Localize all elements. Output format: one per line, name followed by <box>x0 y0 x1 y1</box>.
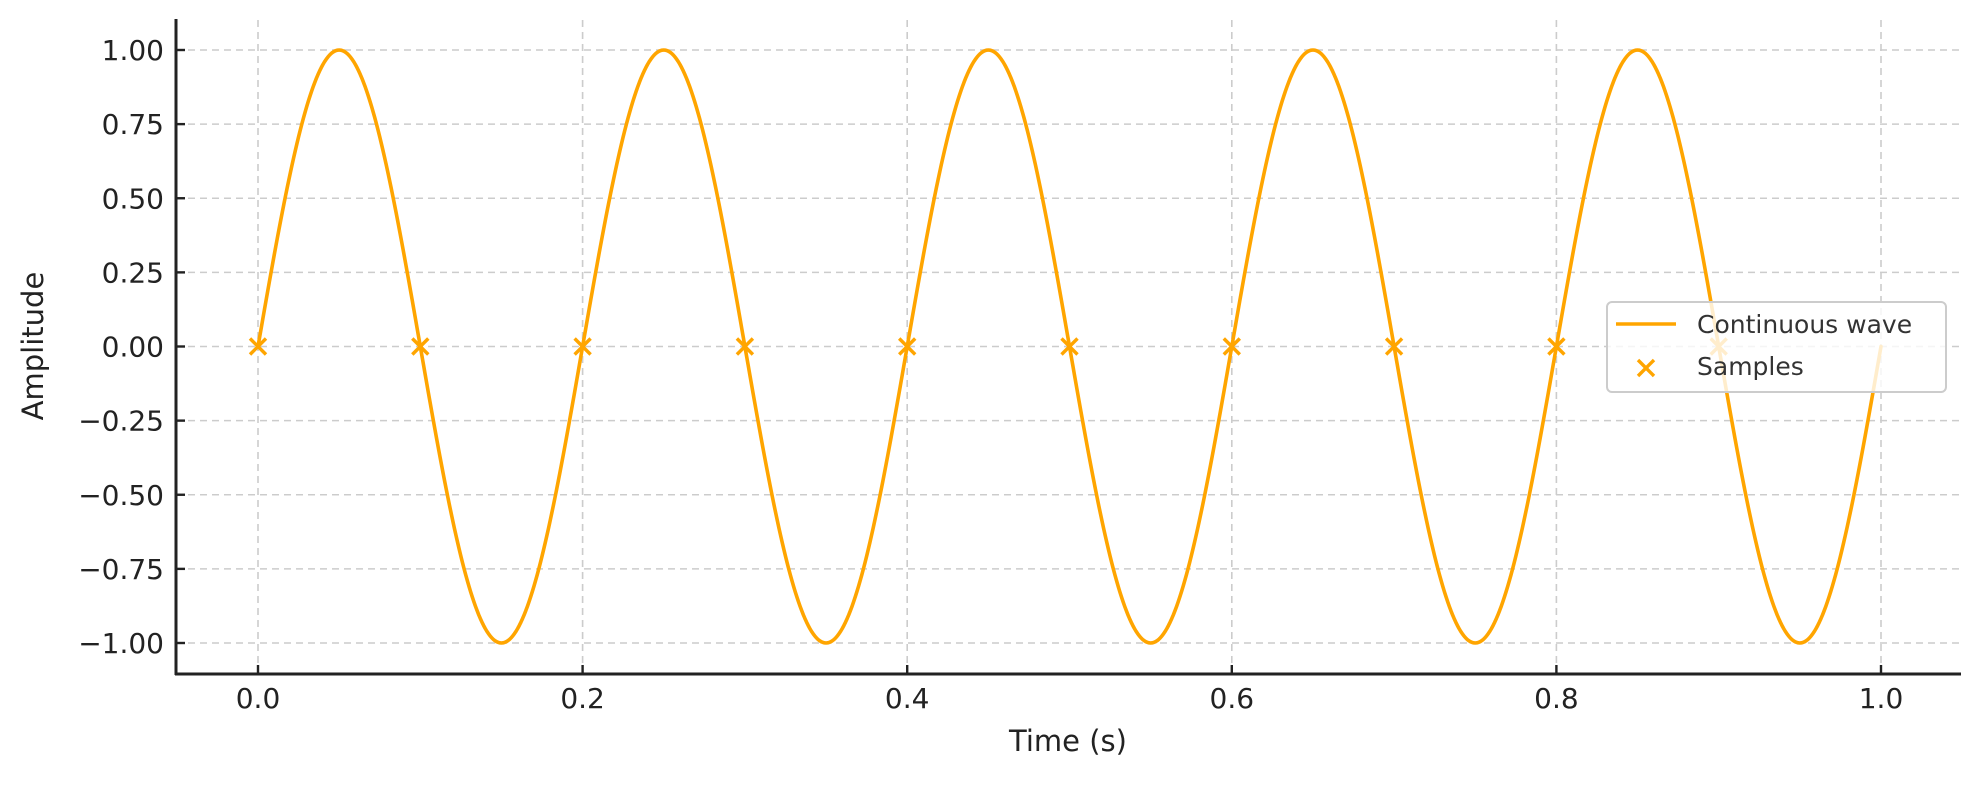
y-tick-label: 0.25 <box>102 256 164 289</box>
y-axis-label: Amplitude <box>16 272 50 421</box>
sample-x-marker-icon <box>573 337 592 356</box>
samples-markers <box>248 337 1728 356</box>
y-tick-label: 1.00 <box>102 34 164 67</box>
sample-x-marker-icon <box>1384 337 1404 356</box>
sample-x-marker-icon <box>411 337 430 356</box>
legend-label-continuous-wave: Continuous wave <box>1697 310 1912 339</box>
y-tick-label: −0.50 <box>78 479 164 512</box>
x-tick-label: 0.6 <box>1210 682 1255 715</box>
legend-box <box>1606 301 1947 393</box>
x-tick-label: 0.0 <box>236 682 281 715</box>
legend: Continuous wave Samples <box>1606 301 1947 393</box>
x-tick-label: 0.8 <box>1534 682 1579 715</box>
y-axis-ticks: 1.00 0.75 0.50 0.25 0.00 −0.25 −0.50 −0.75 −1.00 <box>78 34 185 660</box>
y-tick-label: 0.00 <box>102 331 164 364</box>
sample-x-marker-icon <box>897 337 917 356</box>
sample-x-marker-icon <box>1222 337 1242 356</box>
plot-area <box>248 48 1883 645</box>
legend-label-samples: Samples <box>1697 352 1804 381</box>
x-axis-ticks: 0.0 0.2 0.4 0.6 0.8 1.0 <box>236 665 1904 715</box>
sample-x-marker-icon <box>248 337 268 356</box>
y-tick-label: −0.25 <box>78 405 164 438</box>
sample-x-marker-icon <box>1060 337 1079 356</box>
legend-x-marker-icon <box>1636 358 1656 378</box>
sample-x-marker-icon <box>735 337 755 356</box>
axes: 0.0 0.2 0.4 0.6 0.8 1.0 1.00 0.75 0.50 0.25 0.00 −… <box>16 19 1961 758</box>
x-tick-label: 0.4 <box>885 682 930 715</box>
x-axis-label: Time (s) <box>1008 724 1127 758</box>
x-tick-label: 1.0 <box>1859 682 1904 715</box>
y-tick-label: 0.75 <box>102 108 164 141</box>
x-tick-label: 0.2 <box>560 682 605 715</box>
sample-x-marker-icon <box>1547 337 1566 356</box>
legend-x-glyph <box>1636 358 1656 378</box>
y-tick-label: −0.75 <box>78 553 164 586</box>
y-tick-label: −1.00 <box>78 627 164 660</box>
y-tick-label: 0.50 <box>102 182 164 215</box>
